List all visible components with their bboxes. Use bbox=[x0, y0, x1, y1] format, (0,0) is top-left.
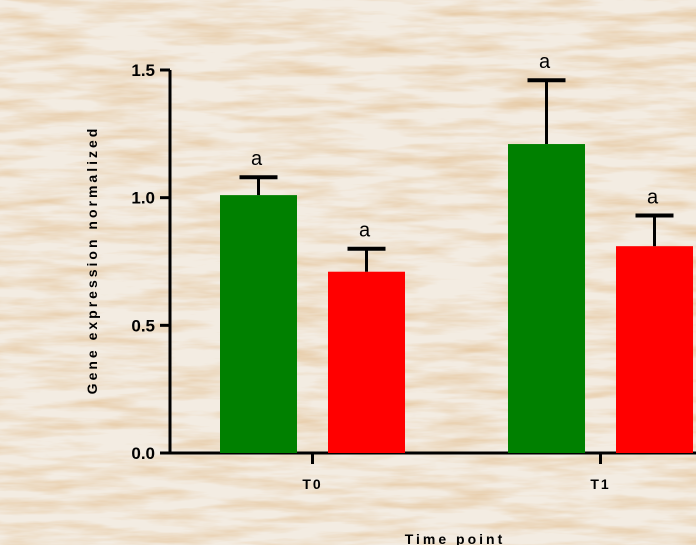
bar bbox=[220, 195, 297, 453]
x-tick-label: T1 bbox=[590, 476, 610, 492]
x-tick-label: T0 bbox=[302, 476, 322, 492]
significance-label: a bbox=[539, 51, 551, 73]
bar bbox=[616, 246, 693, 453]
significance-label: a bbox=[359, 220, 371, 242]
significance-label: a bbox=[251, 148, 263, 170]
bar bbox=[328, 271, 405, 453]
y-axis-title: Gene expression normalized bbox=[84, 126, 100, 395]
y-tick-label: 1.5 bbox=[131, 61, 155, 80]
bar bbox=[508, 144, 585, 453]
x-axis-title: Time point bbox=[405, 531, 506, 545]
y-tick-label: 1.0 bbox=[131, 189, 155, 208]
y-tick-label: 0.5 bbox=[131, 316, 155, 335]
y-tick-label: 0.0 bbox=[131, 444, 155, 463]
significance-label: a bbox=[647, 187, 659, 209]
